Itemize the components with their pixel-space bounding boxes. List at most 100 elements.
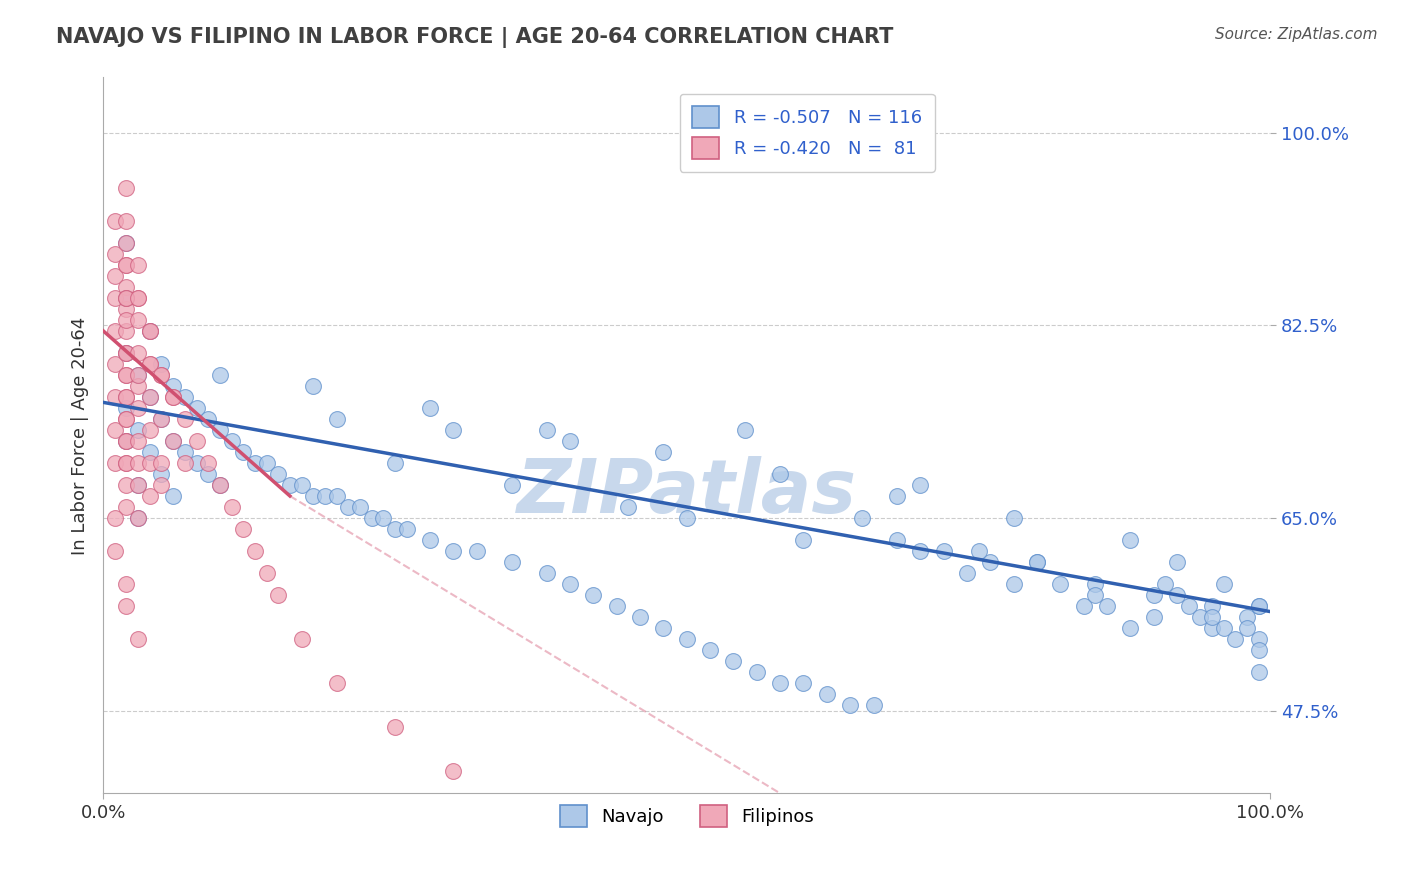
Point	[1084, 577, 1107, 591]
Point	[628, 610, 651, 624]
Point	[104, 357, 127, 371]
Point	[1026, 555, 1049, 569]
Point	[139, 357, 162, 371]
Point	[956, 566, 979, 580]
Point	[150, 368, 173, 382]
Point	[208, 478, 231, 492]
Point	[536, 566, 558, 580]
Point	[139, 357, 162, 371]
Point	[115, 456, 138, 470]
Point	[115, 599, 138, 613]
Point	[232, 522, 254, 536]
Point	[325, 412, 347, 426]
Point	[851, 511, 873, 525]
Point	[1177, 599, 1199, 613]
Point	[1119, 533, 1142, 547]
Point	[115, 434, 138, 448]
Point	[419, 533, 441, 547]
Legend: Navajo, Filipinos: Navajo, Filipinos	[553, 798, 821, 834]
Point	[1026, 555, 1049, 569]
Point	[617, 500, 640, 514]
Point	[115, 346, 138, 360]
Point	[1225, 632, 1247, 647]
Point	[769, 467, 792, 481]
Point	[1236, 610, 1258, 624]
Point	[115, 213, 138, 227]
Point	[115, 390, 138, 404]
Point	[384, 456, 406, 470]
Point	[115, 291, 138, 305]
Point	[441, 423, 464, 437]
Point	[792, 676, 814, 690]
Point	[115, 500, 138, 514]
Point	[104, 390, 127, 404]
Point	[127, 291, 149, 305]
Point	[256, 456, 278, 470]
Point	[267, 588, 290, 602]
Point	[127, 632, 149, 647]
Point	[1143, 588, 1166, 602]
Point	[699, 643, 721, 657]
Point	[127, 434, 149, 448]
Point	[197, 467, 219, 481]
Point	[197, 412, 219, 426]
Point	[582, 588, 605, 602]
Point	[349, 500, 371, 514]
Point	[150, 467, 173, 481]
Point	[115, 346, 138, 360]
Point	[115, 456, 138, 470]
Point	[302, 489, 325, 503]
Point	[441, 764, 464, 779]
Point	[162, 390, 184, 404]
Point	[395, 522, 418, 536]
Point	[173, 456, 195, 470]
Point	[243, 544, 266, 558]
Text: NAVAJO VS FILIPINO IN LABOR FORCE | AGE 20-64 CORRELATION CHART: NAVAJO VS FILIPINO IN LABOR FORCE | AGE …	[56, 27, 894, 48]
Point	[115, 390, 138, 404]
Point	[1212, 577, 1234, 591]
Point	[186, 401, 208, 415]
Point	[1212, 621, 1234, 635]
Point	[862, 698, 884, 713]
Point	[162, 379, 184, 393]
Point	[127, 456, 149, 470]
Point	[150, 412, 173, 426]
Point	[267, 467, 290, 481]
Point	[127, 312, 149, 326]
Point	[384, 522, 406, 536]
Point	[908, 544, 931, 558]
Point	[127, 511, 149, 525]
Point	[243, 456, 266, 470]
Point	[1154, 577, 1177, 591]
Point	[150, 478, 173, 492]
Point	[314, 489, 336, 503]
Point	[675, 632, 697, 647]
Text: Source: ZipAtlas.com: Source: ZipAtlas.com	[1215, 27, 1378, 42]
Point	[745, 665, 768, 680]
Point	[606, 599, 628, 613]
Point	[115, 434, 138, 448]
Point	[150, 456, 173, 470]
Point	[1002, 577, 1025, 591]
Point	[290, 478, 312, 492]
Point	[162, 489, 184, 503]
Point	[115, 401, 138, 415]
Point	[441, 544, 464, 558]
Point	[792, 533, 814, 547]
Point	[127, 401, 149, 415]
Point	[162, 390, 184, 404]
Point	[886, 489, 908, 503]
Point	[115, 412, 138, 426]
Point	[104, 511, 127, 525]
Point	[815, 687, 838, 701]
Point	[1084, 588, 1107, 602]
Point	[173, 390, 195, 404]
Point	[1201, 599, 1223, 613]
Point	[115, 301, 138, 316]
Point	[115, 180, 138, 194]
Point	[162, 434, 184, 448]
Point	[115, 258, 138, 272]
Point	[734, 423, 756, 437]
Point	[104, 291, 127, 305]
Point	[1002, 511, 1025, 525]
